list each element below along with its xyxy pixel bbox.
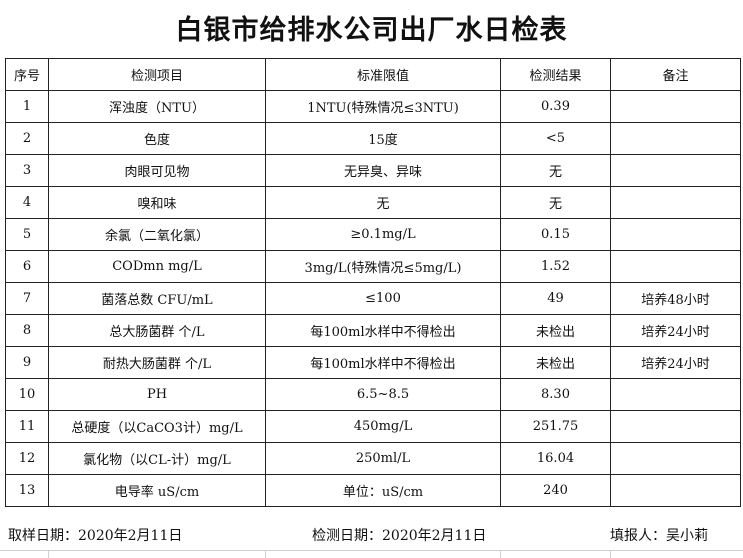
table-row: 4 嗅和味无无	[5, 186, 741, 219]
row-number-cell: 13	[5, 474, 49, 507]
test-item-cell: 肉眼可见物	[48, 154, 266, 187]
row-number-cell: 1	[5, 90, 49, 123]
standard-limit-cell: 6.5~8.5	[265, 378, 501, 411]
table-row: 7 菌落总数 CFU/mL ≤100 49 培养48小时	[5, 282, 741, 315]
test-result-cell: 无	[500, 186, 611, 219]
table-row: 11 总硬度（以CaCO3计）mg/L 450mg/L 251.75	[5, 410, 741, 443]
header-cell: 备注	[610, 58, 741, 91]
page-title: 白银市给排水公司出厂水日检表	[175, 15, 568, 46]
header-cell: 检测项目	[48, 58, 266, 91]
standard-limit-cell: 450mg/L	[265, 410, 501, 443]
test-result-cell: 未检出	[500, 314, 611, 347]
row-number-cell: 12	[5, 442, 49, 475]
test-result-cell: 8.30	[500, 378, 611, 411]
test-item-cell: 总硬度（以CaCO3计）mg/L	[48, 410, 266, 443]
grid-line	[48, 551, 49, 558]
table-row: 2 色度 15度 <5	[5, 122, 741, 155]
standard-limit-cell: 无异臭、异味	[265, 154, 501, 187]
table-row: 3 肉眼可见物 无异臭、异味无	[5, 154, 741, 187]
header-cell: 标准限值	[265, 58, 501, 91]
test-item-cell: 色度	[48, 122, 266, 155]
table-row: 8 总大肠菌群 个/L 每100ml水样中不得检出 未检出 培养24小时	[5, 314, 741, 347]
test-result-cell: 0.15	[500, 218, 611, 251]
test-item-cell: 菌落总数 CFU/mL	[48, 282, 266, 315]
standard-limit-cell: 3mg/L(特殊情况≤5mg/L)	[265, 250, 501, 283]
remark-cell: 培养48小时	[610, 282, 741, 315]
grid-line	[0, 550, 743, 551]
remark-cell	[610, 378, 741, 411]
grid-line	[265, 551, 266, 558]
test-item-cell: 总大肠菌群 个/L	[48, 314, 266, 347]
remark-cell: 培养24小时	[610, 346, 741, 379]
test-result-cell: 无	[500, 154, 611, 187]
remark-cell	[610, 186, 741, 219]
table-row: 13 电导率 uS/cm 单位：uS/cm 240	[5, 474, 741, 507]
remark-cell: 培养24小时	[610, 314, 741, 347]
table-row: 9 耐热大肠菌群 个/L 每100ml水样中不得检出 未检出 培养24小时	[5, 346, 741, 379]
row-number-cell: 6	[5, 250, 49, 283]
test-item-cell: 嗅和味	[48, 186, 266, 219]
test-result-cell: 240	[500, 474, 611, 507]
standard-limit-cell: 每100ml水样中不得检出	[265, 346, 501, 379]
test-item-cell: 电导率 uS/cm	[48, 474, 266, 507]
test-item-cell: CODmn mg/L	[48, 250, 266, 283]
row-number-cell: 2	[5, 122, 49, 155]
remark-cell	[610, 250, 741, 283]
test-result-cell: 0.39	[500, 90, 611, 123]
test-result-cell: 49	[500, 282, 611, 315]
test-result-cell: <5	[500, 122, 611, 155]
remark-cell	[610, 410, 741, 443]
table-row: 10 PH 6.5~8.5 8.30	[5, 378, 741, 411]
grid-line	[500, 551, 501, 558]
remark-cell	[610, 90, 741, 123]
standard-limit-cell: 15度	[265, 122, 501, 155]
standard-limit-cell: 单位：uS/cm	[265, 474, 501, 507]
table-row: 12 氯化物（以CL-计）mg/L 250ml/L 16.04	[5, 442, 741, 475]
row-number-cell: 7	[5, 282, 49, 315]
standard-limit-cell: 无	[265, 186, 501, 219]
test-item-cell: 耐热大肠菌群 个/L	[48, 346, 266, 379]
standard-limit-cell: 250ml/L	[265, 442, 501, 475]
test-result-cell: 未检出	[500, 346, 611, 379]
sampling-date: 取样日期：2020年2月11日	[8, 528, 183, 544]
grid-line	[610, 551, 611, 558]
test-result-cell: 251.75	[500, 410, 611, 443]
remark-cell	[610, 218, 741, 251]
test-result-cell: 1.52	[500, 250, 611, 283]
standard-limit-cell: 每100ml水样中不得检出	[265, 314, 501, 347]
table-row: 6 CODmn mg/L 3mg/L(特殊情况≤5mg/L) 1.52	[5, 250, 741, 283]
testing-date: 检测日期：2020年2月11日	[312, 528, 487, 544]
row-number-cell: 10	[5, 378, 49, 411]
test-item-cell: 浑浊度（NTU）	[48, 90, 266, 123]
reporter: 填报人：吴小莉	[610, 528, 708, 544]
row-number-cell: 11	[5, 410, 49, 443]
standard-limit-cell: ≥0.1mg/L	[265, 218, 501, 251]
table-row: 1 浑浊度（NTU） 1NTU(特殊情况≤3NTU) 0.39	[5, 90, 741, 123]
row-number-cell: 8	[5, 314, 49, 347]
water-test-table: 序号 检测项目 标准限值 检测结果 备注 1 浑浊度（NTU） 1NTU(特殊情况≤…	[5, 58, 741, 507]
remark-cell	[610, 442, 741, 475]
test-result-cell: 16.04	[500, 442, 611, 475]
header-cell: 检测结果	[500, 58, 611, 91]
row-number-cell: 9	[5, 346, 49, 379]
row-number-cell: 5	[5, 218, 49, 251]
remark-cell	[610, 122, 741, 155]
remark-cell	[610, 154, 741, 187]
header-cell: 序号	[5, 58, 49, 91]
remark-cell	[610, 474, 741, 507]
standard-limit-cell: 1NTU(特殊情况≤3NTU)	[265, 90, 501, 123]
row-number-cell: 3	[5, 154, 49, 187]
test-item-cell: 余氯（二氧化氯）	[48, 218, 266, 251]
table-row: 5 余氯（二氧化氯） ≥0.1mg/L 0.15	[5, 218, 741, 251]
test-item-cell: PH	[48, 378, 266, 411]
standard-limit-cell: ≤100	[265, 282, 501, 315]
row-number-cell: 4	[5, 186, 49, 219]
header-row: 序号 检测项目 标准限值 检测结果 备注	[5, 58, 741, 91]
test-item-cell: 氯化物（以CL-计）mg/L	[48, 442, 266, 475]
